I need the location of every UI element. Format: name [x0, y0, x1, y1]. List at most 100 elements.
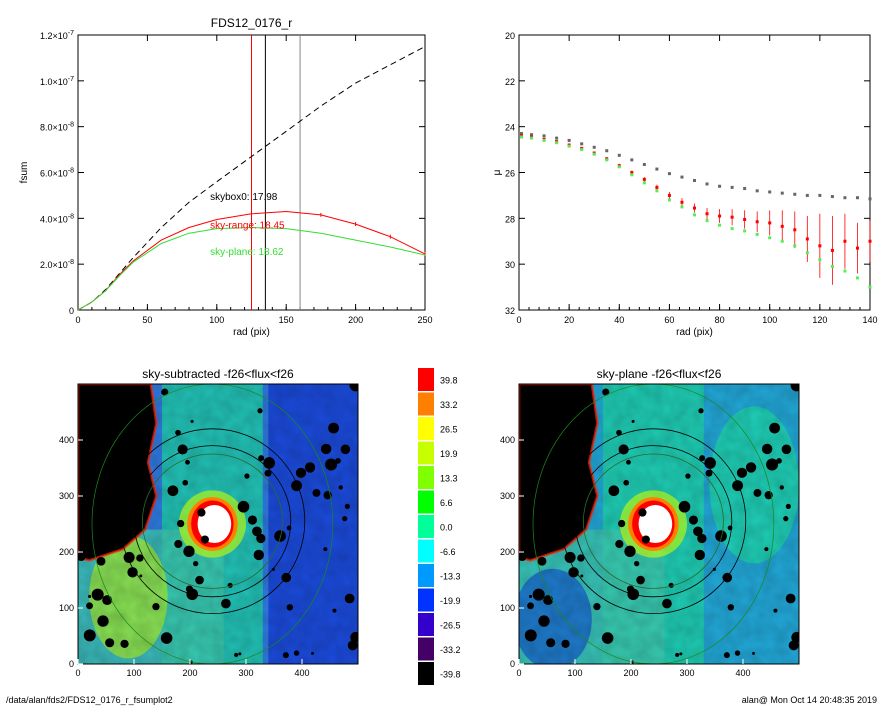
galaxy-core-saturated [197, 504, 232, 544]
data-point [655, 189, 659, 193]
masked-source [139, 574, 143, 578]
masked-source [221, 598, 231, 609]
y-tick-label: 200 [500, 547, 515, 557]
x-tick-label: 100 [567, 668, 582, 678]
data-point [768, 236, 772, 240]
image-title: sky-subtracted -f26<flux<f26 [142, 367, 294, 381]
masked-source [193, 560, 199, 567]
sky-level-annotation: skybox0: 17.98 [210, 192, 278, 203]
x-tick-label: 50 [142, 315, 152, 325]
data-point [818, 193, 822, 197]
y-tick-label: 4.0×10-8 [40, 213, 74, 224]
masked-region [78, 384, 157, 561]
masked-source [715, 530, 727, 542]
masked-source [83, 629, 96, 642]
masked-source [174, 539, 183, 549]
y-tick-label: 20 [505, 31, 515, 41]
masked-source [636, 575, 645, 585]
x-tick-label: 200 [348, 315, 363, 325]
data-point [567, 144, 571, 148]
footer-path: /data/alan/fds2/FDS12_0176_r_fsumplot2 [6, 695, 173, 705]
x-tick-label: 300 [238, 668, 253, 678]
plot-frame [518, 34, 871, 311]
aperture-annulus [574, 445, 733, 598]
masked-source [641, 535, 650, 544]
data-point [843, 269, 847, 273]
data-point [642, 181, 646, 185]
masked-source [745, 462, 757, 473]
masked-source [328, 422, 339, 434]
masked-source [304, 462, 316, 473]
masked-source [675, 652, 680, 658]
masked-source [97, 615, 109, 627]
masked-source [258, 455, 265, 462]
data-point [793, 244, 797, 248]
y-tick-label: 30 [505, 260, 515, 270]
masked-source [779, 485, 784, 490]
masked-source [561, 639, 570, 648]
masked-source [638, 508, 647, 517]
data-point [755, 220, 759, 224]
masked-source [88, 594, 92, 599]
y-tick-label: 32 [505, 306, 515, 316]
sky-plane-ellipse [532, 384, 775, 664]
masked-source [773, 608, 778, 613]
data-point [755, 189, 759, 193]
colorbar-label: -26.5 [440, 620, 461, 630]
masked-source [531, 456, 537, 462]
masked-source [524, 629, 537, 642]
data-point [743, 187, 747, 191]
colorbar-label: 33.2 [440, 400, 458, 410]
masked-source [634, 560, 640, 567]
data-point [768, 190, 772, 194]
masked-source [529, 594, 533, 599]
y-axis-label: fsum [19, 162, 30, 184]
data-point [743, 229, 747, 233]
masked-source [185, 585, 194, 593]
masked-source [291, 480, 302, 492]
masked-source [602, 388, 610, 396]
y-tick-label: 0 [510, 659, 515, 669]
colorbar-label: -19.9 [440, 596, 461, 606]
masked-source [253, 549, 265, 561]
data-point [555, 136, 559, 140]
masked-source [537, 556, 547, 566]
masked-source [342, 516, 348, 522]
masked-source [175, 429, 181, 436]
masked-source [567, 512, 578, 523]
masked-source [783, 516, 789, 522]
data-point [617, 153, 621, 157]
masked-source [312, 489, 321, 497]
x-tick-label: 400 [294, 668, 309, 678]
data-point [693, 179, 696, 183]
data-point [705, 212, 709, 216]
x-tick-label: 150 [279, 315, 294, 325]
masked-source [102, 595, 113, 606]
masked-source [252, 526, 262, 537]
x-tick-label: 250 [417, 315, 432, 325]
masked-source [195, 575, 204, 585]
masked-source [282, 652, 289, 659]
masked-source [182, 479, 189, 486]
x-tick-label: 140 [862, 315, 877, 325]
data-point [530, 133, 534, 137]
masked-source [781, 444, 792, 455]
y-tick-label: 24 [505, 123, 515, 133]
masked-source [791, 631, 799, 643]
x-tick-label: 0 [516, 668, 521, 678]
data-point [730, 215, 734, 219]
x-tick-label: 20 [564, 315, 574, 325]
masked-source [678, 500, 691, 513]
masked-source [127, 567, 138, 578]
data-point [705, 219, 709, 223]
x-tick-label: 200 [182, 668, 197, 678]
masked-source [769, 422, 780, 434]
masked-source [121, 473, 131, 483]
colorbar-swatch [418, 466, 434, 489]
masked-source [286, 604, 294, 611]
masked-source [563, 426, 572, 435]
masked-source [237, 500, 250, 513]
masked-source [753, 489, 762, 497]
masked-source [526, 461, 531, 466]
aperture-annulus [119, 428, 306, 615]
